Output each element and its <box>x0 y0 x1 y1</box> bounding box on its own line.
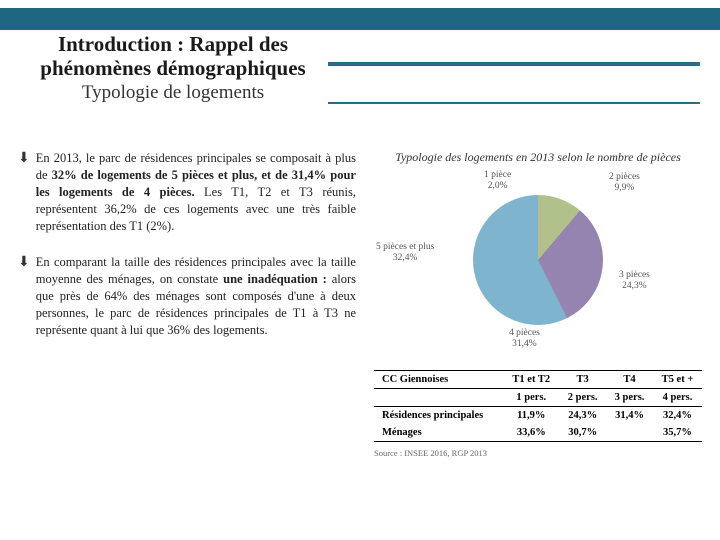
table-header-row: CC GiennoisesT1 et T2T3T4T5 et + <box>374 371 702 389</box>
pie-slice-label: 2 pièces9,9% <box>609 172 640 193</box>
pie-slice-label: 4 pièces31,4% <box>509 328 540 349</box>
title-line-1: Introduction : Rappel des <box>58 32 288 56</box>
title-line-2: phénomènes démographiques <box>40 56 305 80</box>
table-cell: 3 pers. <box>606 389 653 407</box>
source-note: Source : INSEE 2016, RGP 2013 <box>374 448 702 458</box>
table-header-cell: T1 et T2 <box>503 371 559 389</box>
table-cell: 2 pers. <box>559 389 606 407</box>
bold-span: une inadéquation : <box>223 272 327 286</box>
table-cell: 24,3% <box>559 407 606 425</box>
table-cell: 32,4% <box>653 407 702 425</box>
chart-column: Typologie des logements en 2013 selon le… <box>374 150 702 458</box>
table-persons-row: 1 pers.2 pers.3 pers.4 pers. <box>374 389 702 407</box>
comparison-table: CC GiennoisesT1 et T2T3T4T5 et + 1 pers.… <box>374 370 702 442</box>
top-decor-band <box>0 8 720 30</box>
table-cell: 4 pers. <box>653 389 702 407</box>
table-row-head: Résidences principales <box>374 407 503 425</box>
title-block: Introduction : Rappel des phénomènes dém… <box>18 32 328 104</box>
table-cell: 33,6% <box>503 424 559 442</box>
table-cell: 35,7% <box>653 424 702 442</box>
table-cell: 11,9% <box>503 407 559 425</box>
table-row: Résidences principales11,9%24,3%31,4%32,… <box>374 407 702 425</box>
table-cell <box>606 424 653 442</box>
table-cell: 31,4% <box>606 407 653 425</box>
arrow-down-icon: ⬇ <box>18 254 30 338</box>
table-row-head: Ménages <box>374 424 503 442</box>
arrow-down-icon: ⬇ <box>18 150 30 234</box>
content-row: ⬇ En 2013, le parc de résidences princip… <box>18 150 702 458</box>
paragraph-2: ⬇ En comparant la taille des résidences … <box>18 254 356 338</box>
paragraph-1: ⬇ En 2013, le parc de résidences princip… <box>18 150 356 234</box>
pie-slice-label: 3 pièces24,3% <box>619 270 650 291</box>
table-header-cell: T3 <box>559 371 606 389</box>
text-column: ⬇ En 2013, le parc de résidences princip… <box>18 150 356 458</box>
table-cell: 1 pers. <box>503 389 559 407</box>
subtitle: Typologie de logements <box>18 82 328 104</box>
pie-chart: 1 pièce2,0% 2 pièces9,9% 3 pièces24,3% 4 pi… <box>374 170 702 350</box>
table-header-cell: T4 <box>606 371 653 389</box>
table-row: Ménages33,6%30,7% 35,7% <box>374 424 702 442</box>
pie-graphic <box>473 195 603 325</box>
pie-slice-label: 1 pièce2,0% <box>484 170 511 191</box>
paragraph-1-text: En 2013, le parc de résidences principal… <box>36 150 356 234</box>
title-main: Introduction : Rappel des phénomènes dém… <box>18 32 328 80</box>
table-cell: 30,7% <box>559 424 606 442</box>
table-header-cell: T5 et + <box>653 371 702 389</box>
table-cell <box>374 389 503 407</box>
table-header-cell: CC Giennoises <box>374 371 503 389</box>
paragraph-2-text: En comparant la taille des résidences pr… <box>36 254 356 338</box>
pie-slice-label: 5 pièces et plus32,4% <box>376 242 434 263</box>
chart-title: Typologie des logements en 2013 selon le… <box>374 150 702 164</box>
